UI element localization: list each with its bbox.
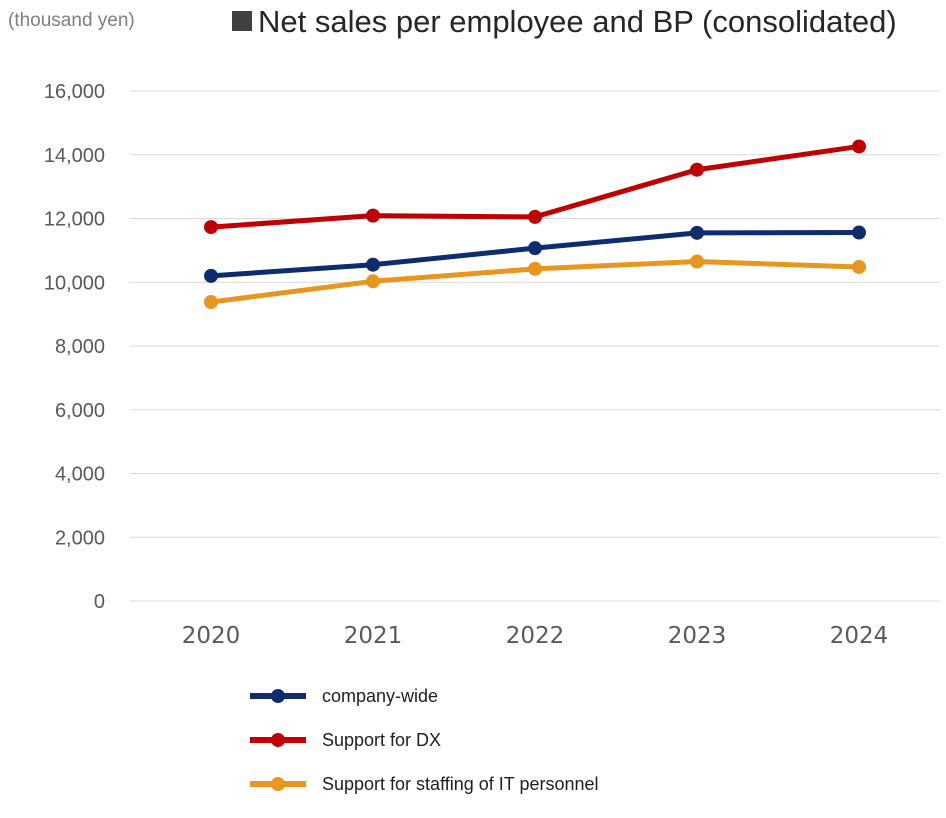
series-0 [204, 225, 866, 283]
legend: company-wide Support for DX Support for … [248, 686, 708, 818]
data-point [204, 220, 218, 235]
data-point [204, 295, 218, 310]
legend-label-company-wide: company-wide [322, 686, 439, 706]
chart-title-text: Net sales per employee and BP (consolida… [258, 4, 897, 39]
y-tick-label: 10,000 [44, 272, 105, 294]
x-axis-ticks: 2020 2021 2022 2023 2024 [182, 623, 889, 649]
y-axis-unit-label: (thousand yen) [8, 10, 135, 31]
data-point [204, 268, 218, 283]
x-tick-label: 2023 [668, 623, 727, 649]
y-tick-label: 8,000 [55, 336, 105, 358]
legend-swatch-support-for-dx [250, 733, 306, 747]
x-tick-label: 2024 [830, 623, 889, 649]
legend-swatch-company-wide [250, 689, 306, 703]
data-point [528, 209, 542, 224]
y-tick-label: 4,000 [55, 464, 105, 486]
data-point [690, 254, 704, 269]
y-tick-label: 12,000 [44, 209, 105, 231]
chart-title: Net sales per employee and BP (consolida… [232, 4, 897, 40]
y-tick-label: 6,000 [55, 400, 105, 422]
x-tick-label: 2021 [344, 623, 403, 649]
data-point [690, 225, 704, 240]
legend-item-support-for-dx: Support for DX [248, 730, 708, 774]
legend-label-support-for-dx: Support for DX [322, 730, 442, 750]
gridlines [130, 90, 940, 602]
data-point [528, 241, 542, 256]
data-point [366, 208, 380, 223]
data-point [852, 259, 866, 274]
y-tick-label: 0 [94, 591, 105, 613]
data-point [366, 257, 380, 272]
data-point [528, 261, 542, 276]
y-tick-label: 16,000 [44, 81, 105, 103]
y-axis-ticks: 0 2,000 4,000 6,000 8,000 10,000 12,000 14,000 1… [44, 81, 105, 613]
data-point [852, 225, 866, 240]
x-tick-label: 2022 [506, 623, 565, 649]
y-tick-label: 2,000 [55, 527, 105, 549]
line-chart: 0 2,000 4,000 6,000 8,000 10,000 12,000 14,000 1… [44, 81, 940, 649]
series-1 [204, 139, 866, 235]
data-point [852, 139, 866, 154]
legend-item-company-wide: company-wide [248, 686, 708, 730]
legend-item-it-staffing: Support for staffing of IT personnel [248, 774, 708, 818]
legend-label-it-staffing: Support for staffing of IT personnel [322, 774, 599, 794]
data-point [366, 274, 380, 289]
legend-swatch-it-staffing [250, 777, 306, 791]
series-2 [204, 254, 866, 310]
data-point [690, 162, 704, 177]
square-bullet-icon [232, 11, 252, 31]
x-tick-label: 2020 [182, 623, 241, 649]
y-tick-label: 14,000 [44, 145, 105, 167]
series-group [204, 139, 866, 310]
